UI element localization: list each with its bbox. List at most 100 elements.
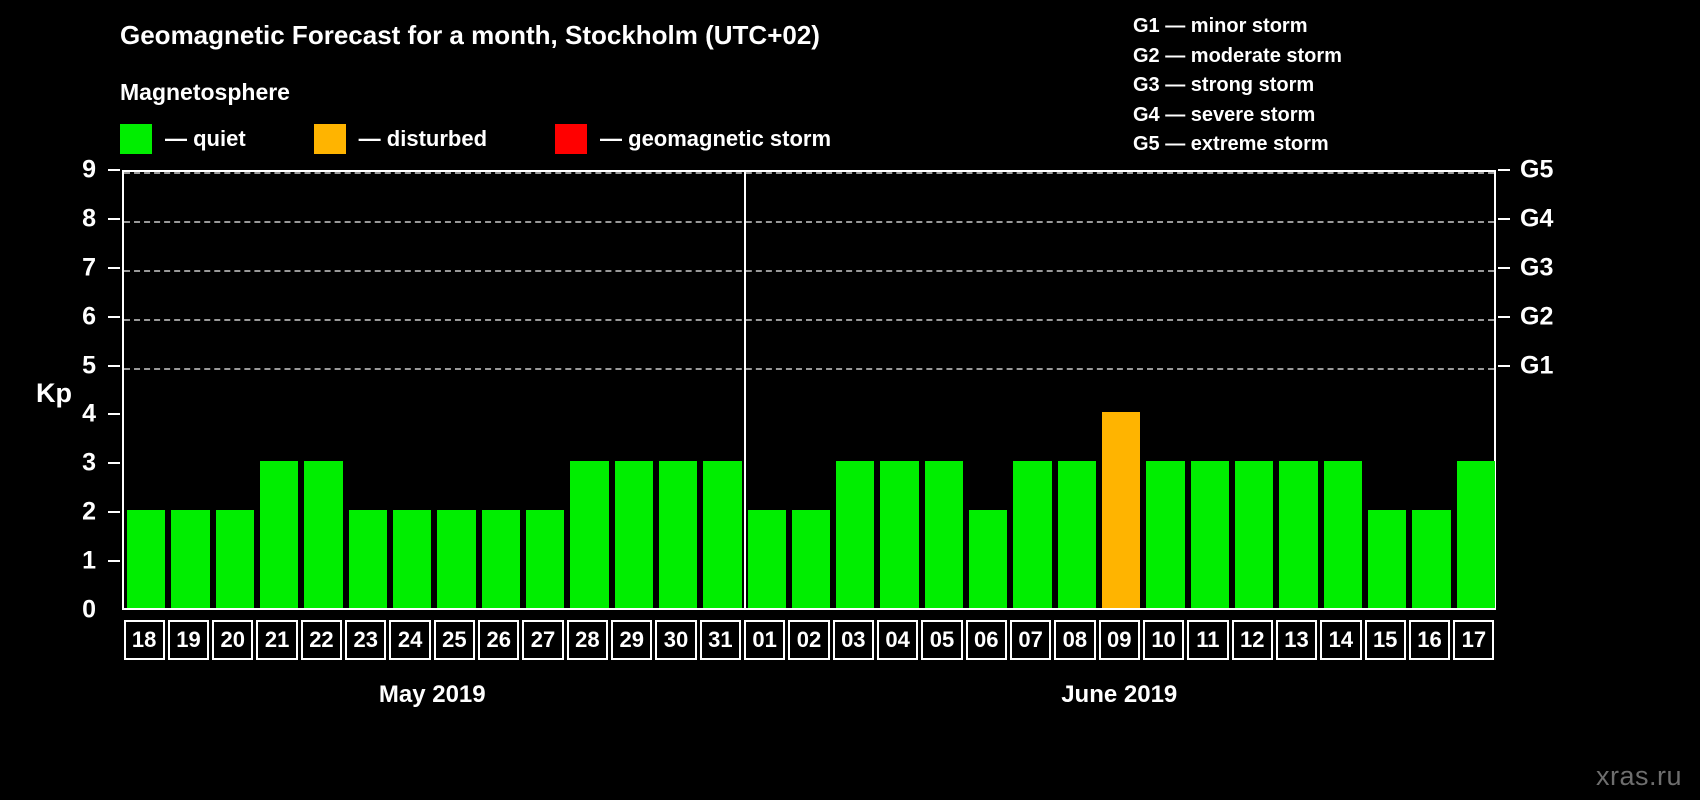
day-label-box[interactable]: 18: [123, 620, 165, 660]
g-tick-label: G3: [1520, 253, 1554, 282]
gridline: [124, 220, 1494, 223]
day-label-box[interactable]: 24: [389, 620, 431, 660]
day-label-box[interactable]: 26: [478, 620, 520, 660]
chart-bar[interactable]: [1190, 461, 1230, 608]
y-tick-mark: [108, 266, 120, 269]
y-tick-label: 5: [82, 351, 96, 380]
chart-bar[interactable]: [1235, 461, 1274, 608]
y-tick-mark: [108, 413, 120, 416]
chart-bar[interactable]: [747, 510, 786, 608]
chart-bar[interactable]: [880, 461, 919, 608]
chart-bar[interactable]: [127, 510, 166, 608]
chart-bar[interactable]: [481, 510, 520, 608]
day-label-box[interactable]: 22: [300, 620, 343, 660]
legend-item-label: — quiet: [165, 126, 246, 151]
day-label-box[interactable]: 04: [876, 620, 919, 660]
month-divider: [743, 172, 746, 608]
day-label-box[interactable]: 03: [832, 620, 874, 660]
day-label-box[interactable]: 20: [212, 620, 254, 660]
chart-bar[interactable]: [1146, 461, 1185, 608]
y-tick-mark: [108, 217, 120, 220]
legend-item: — disturbed: [313, 123, 487, 155]
g-tick-mark: [1498, 266, 1510, 269]
disturbed-swatch: [313, 124, 346, 154]
day-label-box[interactable]: 16: [1408, 620, 1451, 660]
g-tick-label: G2: [1520, 302, 1554, 331]
g-tick-mark: [1498, 364, 1510, 367]
chart-bar[interactable]: [1368, 510, 1407, 608]
chart-bar[interactable]: [570, 461, 609, 608]
y-tick-label: 8: [82, 204, 96, 233]
day-label-box[interactable]: 06: [965, 620, 1007, 660]
day-label-box[interactable]: 11: [1187, 620, 1229, 660]
chart-bar[interactable]: [1102, 412, 1141, 608]
legend-item: — quiet: [120, 123, 246, 155]
x-axis-day-labels: 18 19 20 21 22 23 24 25 26 27 28 29 30 31 01 02 03 04 05 06…: [122, 620, 1496, 660]
day-label-box[interactable]: 28: [566, 620, 609, 660]
day-label-box[interactable]: 30: [655, 620, 697, 660]
chart-bar[interactable]: [836, 461, 875, 608]
day-label-box[interactable]: 05: [921, 620, 963, 660]
day-label-box[interactable]: 10: [1142, 620, 1185, 660]
day-label-box[interactable]: 29: [611, 620, 653, 660]
day-label-box[interactable]: 01: [744, 620, 786, 660]
y-tick-mark: [108, 315, 120, 318]
day-label-box[interactable]: 07: [1009, 620, 1052, 660]
day-label-box[interactable]: 21: [256, 620, 298, 660]
day-label-box[interactable]: 02: [788, 620, 830, 660]
chart-bar[interactable]: [392, 510, 432, 608]
day-label-box[interactable]: 15: [1364, 620, 1406, 660]
chart-bar[interactable]: [259, 461, 299, 608]
g-tick-mark: [1498, 169, 1510, 171]
chart-bar[interactable]: [969, 510, 1008, 608]
day-label-box[interactable]: 19: [167, 620, 210, 660]
chart-bar[interactable]: [614, 461, 653, 608]
y-tick-label: 7: [82, 253, 96, 282]
legend-item: — geomagnetic storm: [555, 123, 831, 155]
chart-bar[interactable]: [1013, 461, 1052, 608]
y-axis-title: Kp: [36, 378, 72, 408]
chart-bar[interactable]: [215, 510, 254, 608]
day-label-box[interactable]: 31: [699, 620, 741, 660]
day-label-box[interactable]: 14: [1320, 620, 1362, 660]
chart-bar[interactable]: [658, 461, 698, 608]
chart-bar[interactable]: [171, 510, 210, 608]
chart-bar[interactable]: [703, 461, 742, 608]
y-tick-mark: [108, 560, 120, 563]
chart-bar[interactable]: [791, 510, 831, 608]
chart-bar[interactable]: [525, 510, 565, 608]
g-tick-label: G4: [1520, 204, 1554, 233]
gridline: [124, 172, 1494, 174]
y-tick-label: 6: [82, 302, 96, 331]
y-tick-label: 2: [82, 497, 96, 526]
chart-bar[interactable]: [1279, 461, 1318, 608]
magnetosphere-label: Magnetosphere: [120, 79, 290, 105]
chart-bar[interactable]: [1057, 461, 1097, 608]
chart-bar[interactable]: [924, 461, 964, 608]
chart-bar[interactable]: [348, 510, 387, 608]
g-tick-label: G5: [1520, 155, 1554, 184]
y-tick-mark: [108, 462, 120, 465]
gridline: [124, 269, 1494, 272]
y-tick-mark: [108, 511, 120, 514]
chart-bar[interactable]: [1456, 461, 1495, 608]
chart-bar[interactable]: [304, 461, 343, 608]
y-tick-mark: [108, 169, 120, 171]
day-label-box[interactable]: 23: [345, 620, 387, 660]
chart-bar[interactable]: [1412, 510, 1451, 608]
legend-item-label: — geomagnetic storm: [600, 126, 832, 151]
g-axis: G1 G2 G3 G4 G5: [1496, 156, 1616, 612]
g-scale-legend-row: G2 — moderate storm: [1133, 44, 1342, 67]
watermark: xras.ru: [1595, 761, 1682, 791]
day-label-box[interactable]: 12: [1231, 620, 1273, 660]
chart-bar[interactable]: [1323, 461, 1363, 608]
day-label-box[interactable]: 08: [1054, 620, 1096, 660]
day-label-box[interactable]: 27: [522, 620, 564, 660]
day-label-box[interactable]: 25: [433, 620, 476, 660]
day-label-box[interactable]: 09: [1098, 620, 1140, 660]
day-label-box[interactable]: 13: [1275, 620, 1318, 660]
chart-bar[interactable]: [437, 510, 476, 608]
month-label: June 2019: [1061, 681, 1178, 708]
g-tick-mark: [1498, 315, 1510, 318]
day-label-box[interactable]: 17: [1453, 620, 1495, 660]
